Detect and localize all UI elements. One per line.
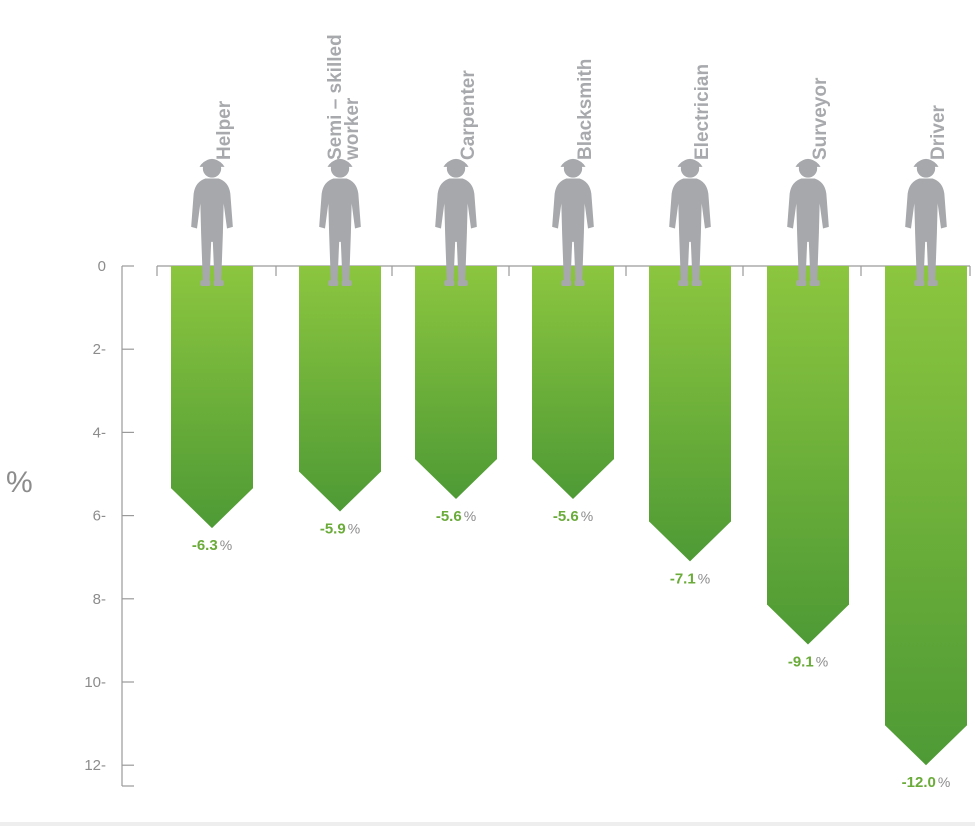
value-label: -5.6% xyxy=(436,508,476,525)
value-suffix: % xyxy=(938,774,950,790)
value-suffix: % xyxy=(464,508,476,524)
value-suffix: % xyxy=(698,570,710,586)
value-label: -12.0% xyxy=(902,774,951,791)
value-label: -6.3% xyxy=(192,537,232,554)
y-tick-label: 0 xyxy=(98,258,106,275)
y-axis-unit-label: % xyxy=(6,466,33,499)
category-label: Semi – skilled xyxy=(325,34,346,160)
bar-electrician xyxy=(649,266,731,562)
category-label: Driver xyxy=(928,104,949,160)
value-suffix: % xyxy=(348,520,360,536)
value-suffix: % xyxy=(220,537,232,553)
y-tick-label: 8- xyxy=(93,591,106,608)
bar-surveyor xyxy=(767,266,849,645)
category-label: Blacksmith xyxy=(575,59,596,160)
category-label: Carpenter xyxy=(458,70,479,160)
bottom-strip xyxy=(0,822,975,826)
category-label: Electrician xyxy=(692,64,713,160)
value-number: -5.9 xyxy=(320,520,346,537)
bar-blacksmith xyxy=(532,266,614,499)
value-number: -7.1 xyxy=(670,570,696,587)
value-number: -12.0 xyxy=(902,774,936,791)
y-tick-label: 4- xyxy=(93,424,106,441)
value-label: -9.1% xyxy=(788,654,828,671)
category-label: worker xyxy=(342,97,363,161)
bar-driver xyxy=(885,266,967,766)
value-suffix: % xyxy=(581,508,593,524)
bar-helper xyxy=(171,266,253,529)
value-number: -6.3 xyxy=(192,537,218,554)
value-suffix: % xyxy=(816,654,828,670)
category-label: Helper xyxy=(214,100,235,160)
value-label: -5.9% xyxy=(320,520,360,537)
y-tick-label: 12- xyxy=(84,757,106,774)
value-number: -5.6 xyxy=(553,508,579,525)
value-label: -7.1% xyxy=(670,570,710,587)
y-tick-label: 2- xyxy=(93,341,106,358)
value-label: -5.6% xyxy=(553,508,593,525)
category-label: Surveyor xyxy=(810,77,831,160)
y-tick-label: 6- xyxy=(93,508,106,525)
bar-semi-skilled-worker xyxy=(299,266,381,512)
bar-carpenter xyxy=(415,266,497,499)
value-number: -5.6 xyxy=(436,508,462,525)
value-number: -9.1 xyxy=(788,654,814,671)
y-tick-label: 10- xyxy=(84,674,106,691)
